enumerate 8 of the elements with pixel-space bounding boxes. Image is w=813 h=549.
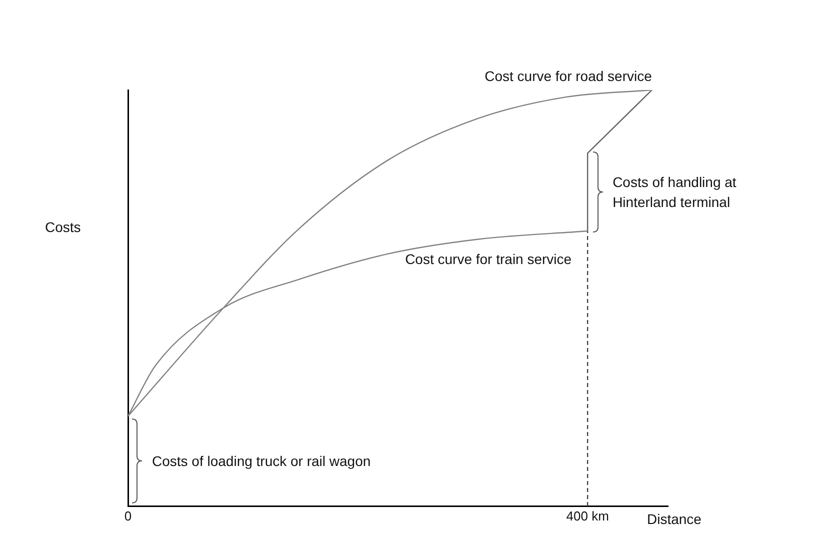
y-axis-title: Costs — [45, 218, 81, 235]
x-axis-title: Distance — [647, 511, 702, 527]
x-tick-label: 400 km — [566, 508, 609, 524]
series-label: Cost curve for train service — [405, 250, 572, 267]
annotation: Costs of handling at Hinterland terminal — [612, 172, 738, 212]
x-tick-label: 0 — [124, 508, 132, 524]
annotation: Costs of loading truck or rail wagon — [152, 452, 371, 472]
series-label: Cost curve for road service — [484, 68, 652, 84]
